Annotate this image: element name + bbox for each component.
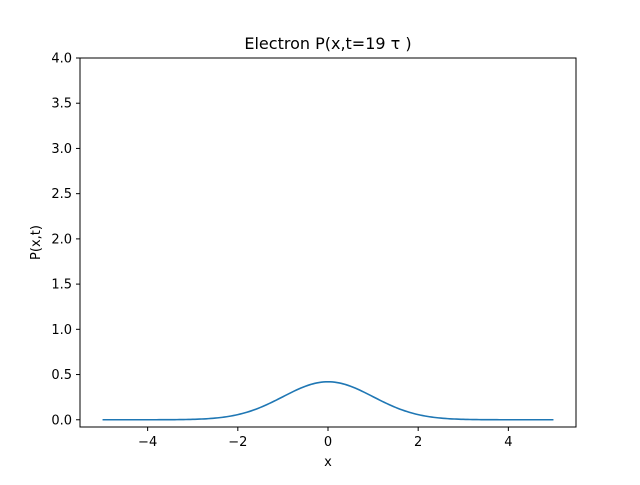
y-tick-label: 1.0	[51, 323, 72, 338]
chart-title: Electron P(x,t=19 τ )	[244, 34, 411, 53]
y-tick-label: 4.0	[51, 52, 72, 67]
series-line	[102, 380, 554, 421]
x-tick-label: 0	[324, 435, 332, 450]
y-axis-label: P(x,t)	[29, 225, 44, 260]
y-tick-label: 0.5	[51, 368, 72, 383]
x-tick-label: 2	[414, 435, 422, 450]
y-tick-label: 1.5	[51, 278, 72, 293]
y-tick-label: 2.5	[51, 187, 72, 202]
y-tick-label: 3.0	[51, 142, 72, 157]
plot-area: −4 −2 0 2 4 0.0 0.5 1.0 1.5 2.0 2.5 3.0 3.5 4.0	[51, 52, 577, 450]
x-tick-label: 4	[504, 435, 512, 450]
x-tick-label: −2	[228, 435, 247, 450]
y-tick-label: 2.0	[51, 232, 72, 247]
axes-frame	[79, 57, 577, 428]
y-tick-label: 0.0	[51, 413, 72, 428]
x-tick-label: −4	[138, 435, 157, 450]
y-tick-label: 3.5	[51, 97, 72, 112]
x-axis-label: x	[324, 455, 332, 470]
